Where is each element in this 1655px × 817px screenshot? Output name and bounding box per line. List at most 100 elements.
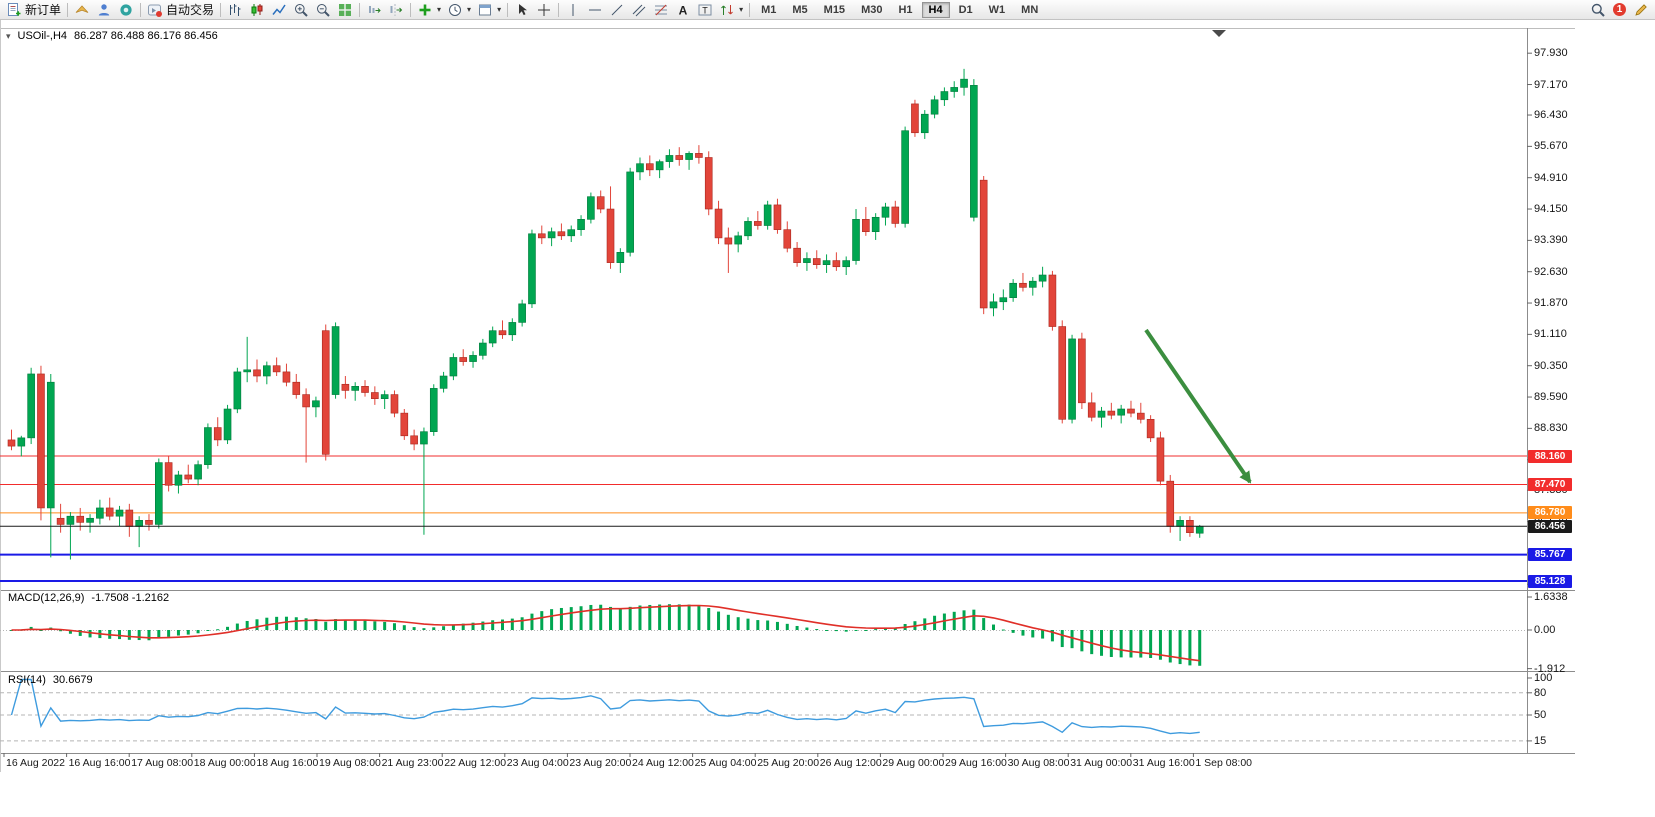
timeframe-h1[interactable]: H1 [898,3,913,16]
tile-windows-button[interactable] [334,1,356,19]
auto-scroll-button[interactable] [363,1,385,19]
macd-histogram-bar [815,629,819,631]
candle-body [390,394,399,414]
channel-button[interactable] [628,1,650,19]
periods-button[interactable]: ▾ [444,1,474,19]
candle-body [272,365,281,373]
bar-chart-button[interactable] [224,1,246,19]
candle-body [822,260,831,265]
timeframe-mn[interactable]: MN [1021,3,1039,16]
candle-body [86,517,94,523]
candle-body [410,435,418,445]
crosshair-icon [538,3,551,16]
candle-body [1058,326,1067,420]
macd-histogram-bar [118,630,122,640]
candle-body [763,204,772,226]
timeframe-w1[interactable]: W1 [988,3,1006,16]
candle-body [1117,408,1125,416]
candle-body [498,330,507,336]
zoom-out-button[interactable] [312,1,334,19]
candle-body [17,437,26,447]
timeframe-m15[interactable]: M15 [823,3,846,16]
candle-body [1166,480,1175,527]
timeframe-m30[interactable]: M30 [861,3,883,16]
cursor-button[interactable] [511,1,533,19]
trend-arrow-annotation[interactable] [1144,328,1252,484]
macd-histogram-bar [442,626,446,630]
indicators-button[interactable]: ▾ [414,1,444,19]
timeframe-h4[interactable]: H4 [921,1,950,18]
edit-pencil-button[interactable] [1630,1,1652,19]
macd-histogram-bar [39,630,43,631]
macd-histogram-bar [746,618,750,630]
macd-histogram-bar [805,627,809,630]
indicators-add-icon [419,4,431,15]
timeframe-m5[interactable]: M5 [792,3,808,16]
candle-body [626,171,634,253]
candle-body [66,515,75,525]
candle-body [361,386,369,393]
candle-body [862,219,870,233]
crosshair-button[interactable] [533,1,555,19]
macd-histogram-bar [265,617,269,630]
zoom-in-button[interactable] [290,1,312,19]
auto-scroll-icon [369,5,381,13]
autotrading-button[interactable]: 自动交易 [144,1,217,19]
new-order-button[interactable]: 新订单 [3,1,64,19]
chart-shift-button[interactable] [385,1,407,19]
candle-body [1068,338,1076,420]
candle-body [547,231,556,239]
candle-body [1127,408,1135,414]
macd-histogram-bar [137,630,141,641]
candle-body [518,303,526,323]
line-chart-button[interactable] [268,1,290,19]
macd-histogram-bar [226,626,230,630]
candle-body [724,237,733,245]
timeframe-d1[interactable]: D1 [958,3,973,16]
macd-histogram-bar [68,630,72,634]
text-label-button[interactable]: T [694,1,716,19]
fibonacci-icon [655,4,668,15]
toolbar-separator [749,2,751,17]
macd-histogram-bar [667,604,671,630]
fibonacci-button[interactable] [650,1,672,19]
metaeditor-button[interactable] [71,1,93,19]
candle-body [174,474,183,486]
candle-body [842,260,851,268]
candle-body [596,196,605,210]
arrows-button[interactable]: ▾ [716,1,746,19]
notification-badge[interactable]: 1 [1613,3,1626,16]
candlestick-chart-button[interactable] [246,1,268,19]
candle-body [989,301,998,309]
autotrading-icon [148,4,163,17]
candle-body [920,113,929,134]
macd-histogram-bar [559,607,563,630]
candle-body [970,85,978,218]
templates-button[interactable]: ▾ [474,1,504,19]
candle-body [459,357,468,362]
vertical-line-button[interactable] [562,1,584,19]
macd-histogram-bar [59,630,63,632]
candle-body [871,216,880,233]
community-button[interactable] [115,1,137,19]
macd-histogram-bar [245,620,249,630]
text-button[interactable]: A [672,1,694,19]
candle-body [351,386,360,391]
candle-body [754,221,762,226]
trendline-button[interactable] [606,1,628,19]
metaeditor-icon [75,4,89,13]
macd-histogram-bar [324,621,328,630]
candle-body [420,431,428,445]
contacts-button[interactable] [93,1,115,19]
macd-histogram-bar [648,604,652,630]
search-button[interactable] [1587,1,1609,19]
candle-body [537,233,546,239]
horizontal-line-button[interactable] [584,1,606,19]
candle-body [479,342,487,356]
timeframe-m1[interactable]: M1 [761,3,777,16]
chevron-down-icon: ▾ [739,5,744,14]
toolbar-separator [507,2,509,17]
candle-body [469,355,477,362]
macd-histogram-bar [1168,630,1172,663]
